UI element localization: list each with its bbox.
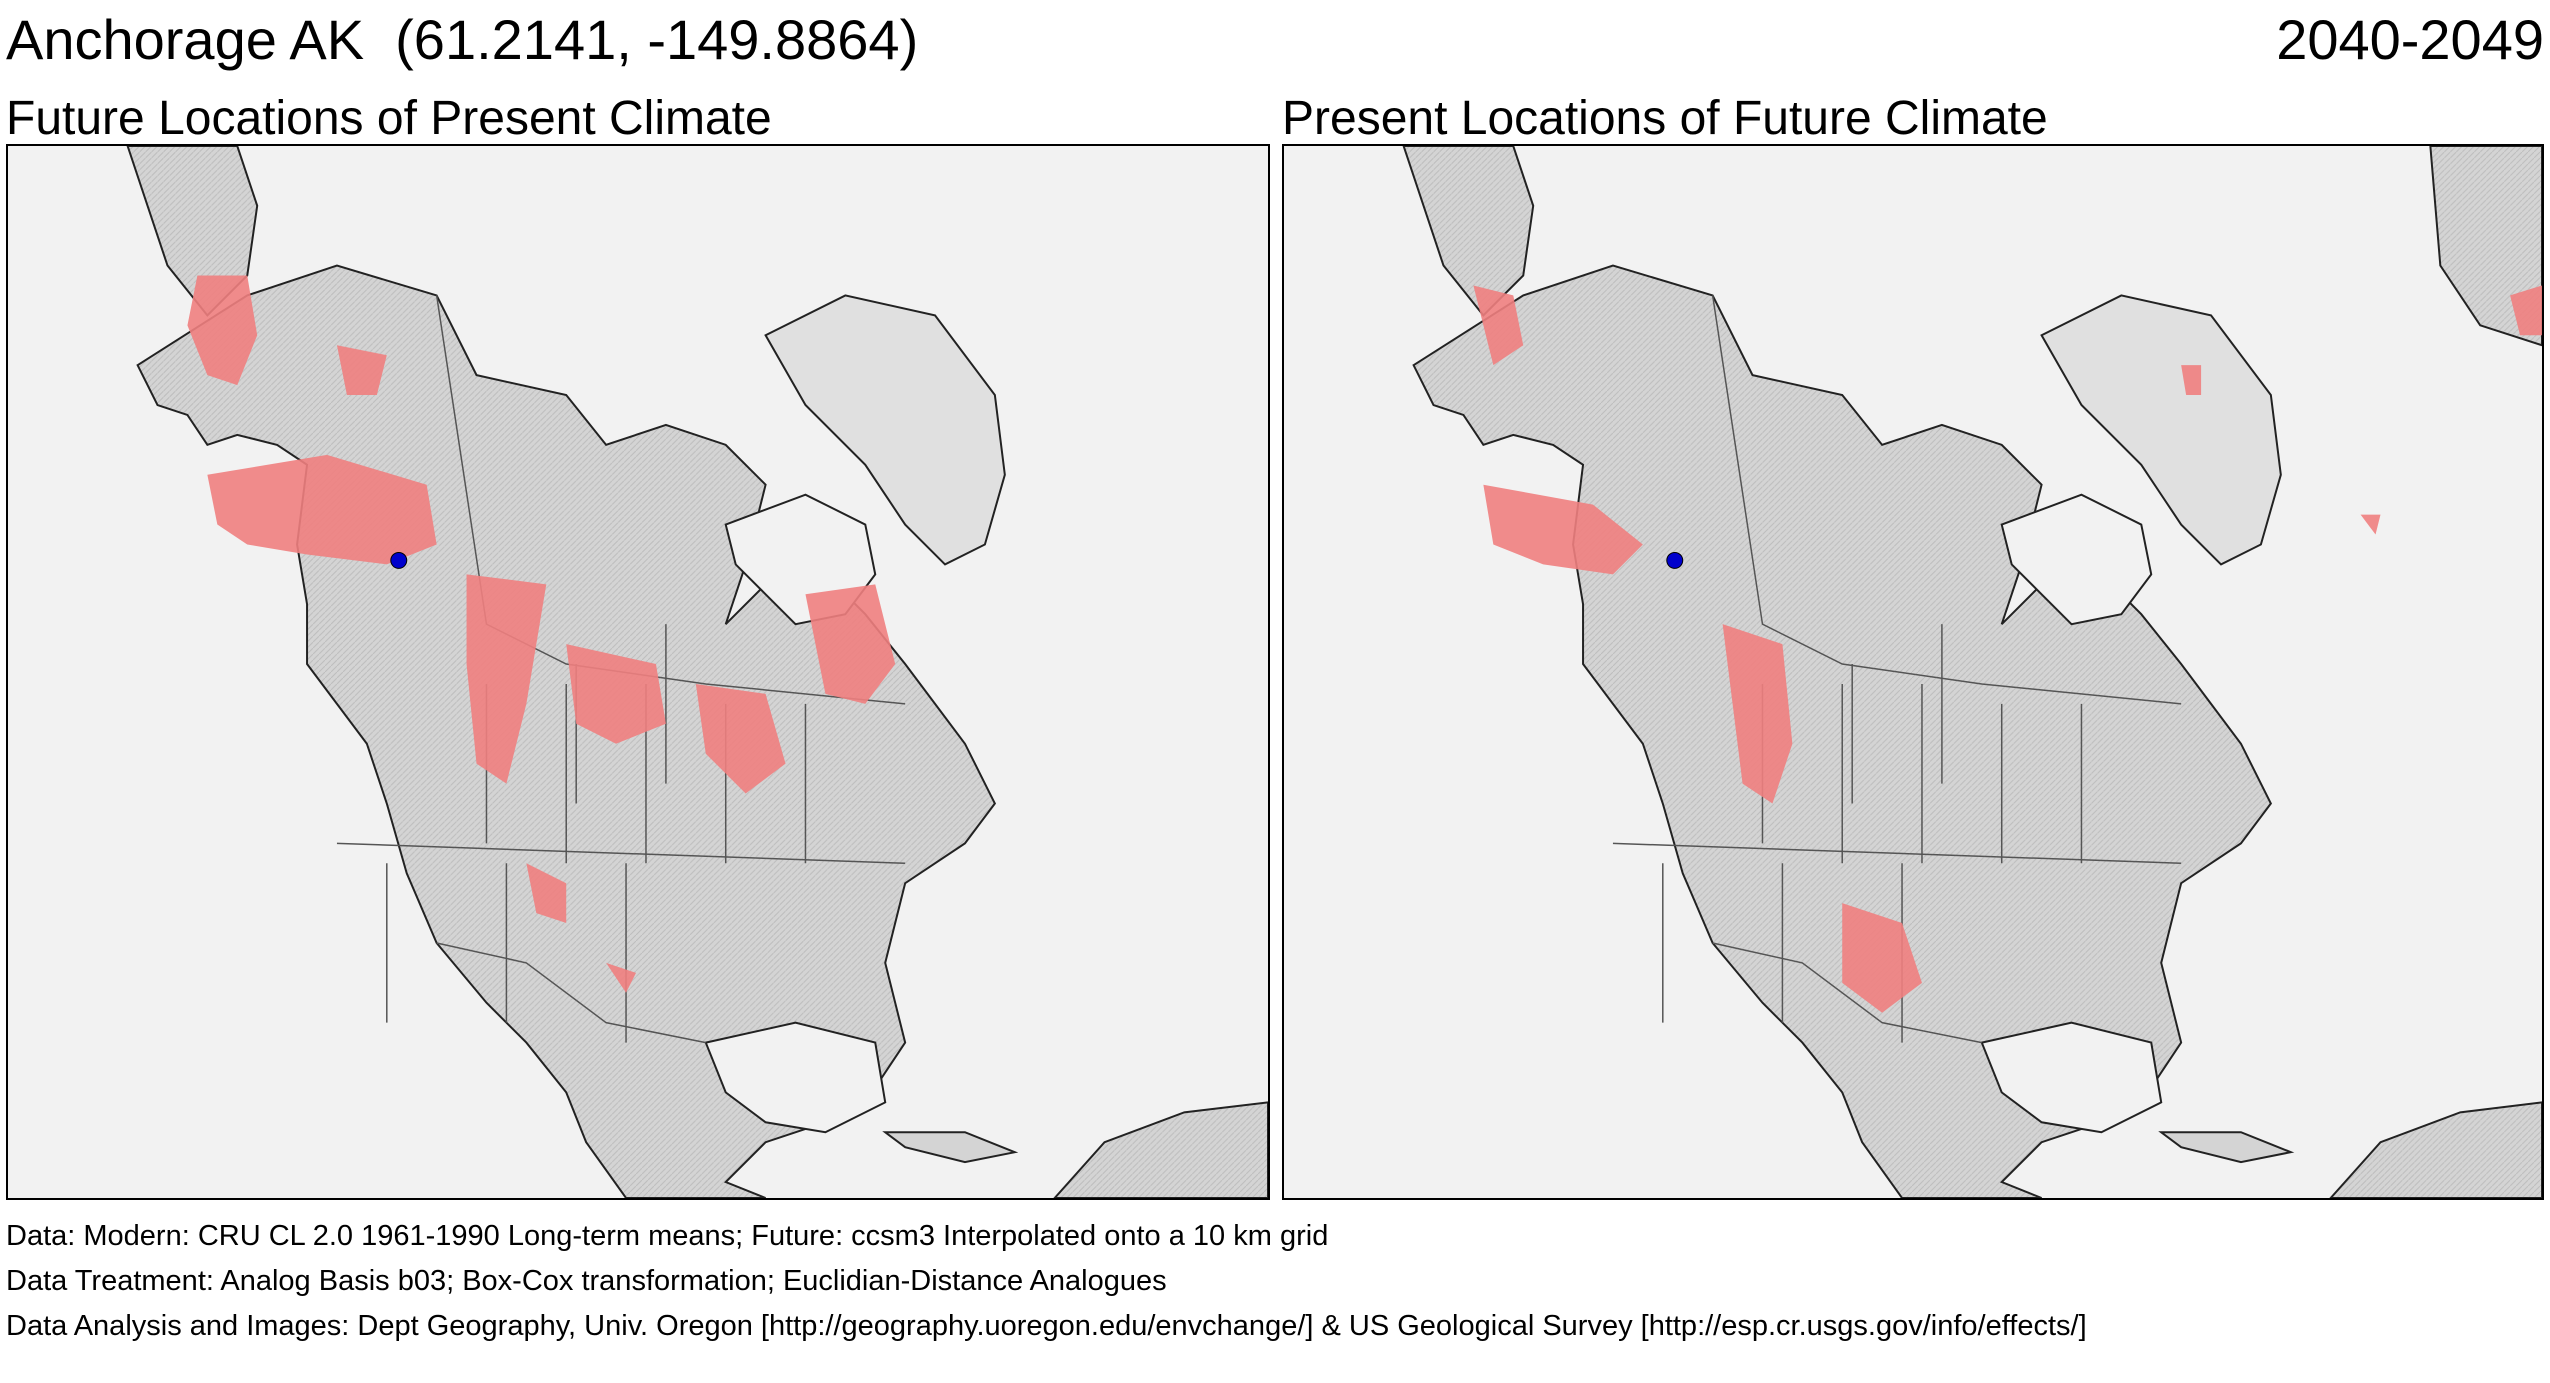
analog-areas (1473, 285, 2542, 1013)
gulf-of-mexico (704, 1021, 887, 1134)
map-panel-future-locations[interactable] (6, 144, 1270, 1200)
gulf-of-mexico (1980, 1021, 2163, 1134)
land-greenland (764, 294, 1006, 566)
anchorage-marker (1666, 551, 1684, 569)
analog-areas (187, 275, 896, 993)
land-south-america (2329, 1101, 2542, 1198)
footer-treatment: Data Treatment: Analog Basis b03; Box-Co… (6, 1265, 1167, 1297)
land-siberia (1402, 146, 1535, 317)
map-panel-present-locations[interactable] (1282, 144, 2544, 1200)
panel-title-present-locations: Present Locations of Future Climate (1282, 92, 2048, 145)
period-title: 2040-2049 (2276, 8, 2544, 71)
land-greenland (2040, 294, 2282, 566)
anchorage-marker (390, 551, 408, 569)
hudson-bay (2000, 493, 2153, 626)
land-south-america (1053, 1101, 1268, 1198)
land-cuba (2158, 1131, 2295, 1164)
north-america-map (126, 146, 1268, 1198)
land-cuba (882, 1131, 1019, 1164)
location-title: Anchorage AK (61.2141, -149.8864) (6, 8, 919, 71)
panel-title-future-locations: Future Locations of Present Climate (6, 92, 772, 145)
footer-analysis: Data Analysis and Images: Dept Geography… (6, 1310, 2087, 1342)
political-borders (1612, 295, 2182, 1044)
political-borders (336, 295, 906, 1044)
north-america-map (1402, 146, 2542, 1198)
footer-data: Data: Modern: CRU CL 2.0 1961-1990 Long-… (6, 1220, 1329, 1252)
